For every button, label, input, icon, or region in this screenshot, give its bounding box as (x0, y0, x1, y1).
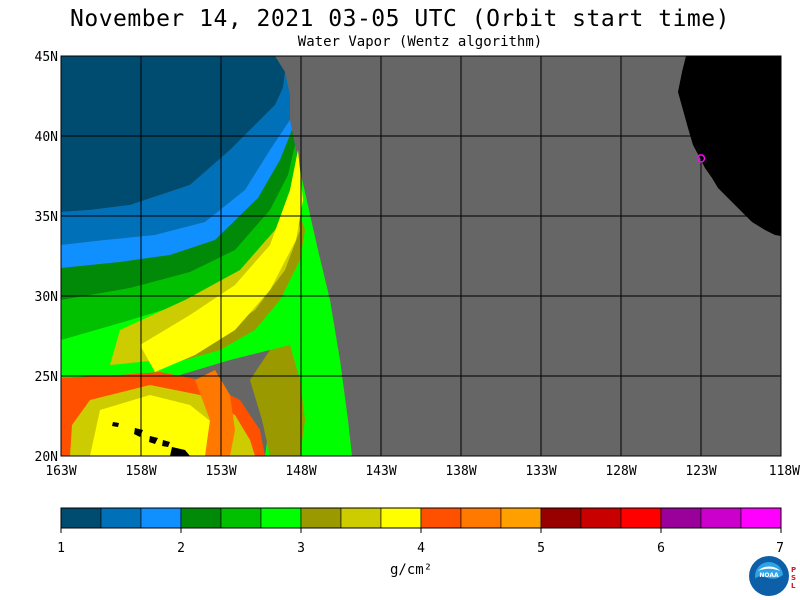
latitude-tick-label: 35N (35, 210, 58, 225)
map-frame (60, 55, 782, 457)
colorbar-tick-label: 7 (776, 541, 784, 556)
longitude-tick-label: 158W (125, 464, 156, 479)
colorbar-swatch (540, 507, 582, 529)
colorbar-unit-label: g/cm² (390, 562, 433, 578)
station-czd-marker: CZD (696, 144, 729, 163)
colorbar (60, 507, 782, 529)
swath-band-4 (61, 130, 295, 300)
longitude-tick-label: 153W (205, 464, 236, 479)
colorbar-tick-label: 3 (297, 541, 305, 556)
swath-band-2 (61, 72, 290, 245)
colorbar-swatch (500, 507, 542, 529)
map-title: November 14, 2021 03-05 UTC (Orbit start… (70, 6, 730, 32)
colorbar-tick-label: 1 (57, 541, 65, 556)
longitude-tick-labels: 163W 158W 153W 148W 143W 138W 133W 128W 123W 118W (45, 464, 800, 479)
swath-band-1 (61, 56, 285, 212)
longitude-tick-label: 138W (445, 464, 476, 479)
swath-band-14 (250, 345, 305, 456)
colorbar-tick-labels: 1 2 3 4 5 6 7 (57, 528, 784, 556)
longitude-tick-label: 123W (685, 464, 716, 479)
colorbar-swatch (180, 507, 222, 529)
colorbar-swatch (220, 507, 262, 529)
latitude-tick-label: 30N (35, 290, 58, 305)
swath-band-5 (61, 145, 300, 340)
latitude-tick-label: 45N (35, 50, 58, 65)
longitude-tick-label: 118W (769, 464, 800, 479)
colorbar-tick-label: 4 (417, 541, 425, 556)
longitude-tick-label: 163W (45, 464, 76, 479)
land-north-america (678, 56, 781, 236)
colorbar-tick-label: 5 (537, 541, 545, 556)
colorbar-swatch (740, 507, 782, 529)
swath-band-8 (110, 200, 300, 365)
noaa-logo: NOAA (749, 556, 789, 596)
colorbar-swatch (580, 507, 622, 529)
hawaii-island (162, 440, 170, 447)
colorbar-swatch (620, 507, 662, 529)
latitude-tick-label: 20N (35, 450, 58, 465)
colorbar-swatch (700, 507, 742, 529)
colorbar-tick-label: 2 (177, 541, 185, 556)
latitude-tick-label: 40N (35, 130, 58, 145)
latitude-tick-labels: 45N 40N 35N 30N 25N 20N (35, 50, 58, 465)
colorbar-swatch (300, 507, 342, 529)
hawaii-island (149, 436, 158, 444)
hawaii-island (112, 422, 119, 427)
swath-band-13 (195, 370, 235, 456)
colorbar-swatch (340, 507, 382, 529)
swath-band-3 (61, 120, 292, 268)
longitude-tick-label: 133W (525, 464, 556, 479)
colorbar-swatch (380, 507, 422, 529)
colorbar-swatch (460, 507, 502, 529)
swath-band-12 (90, 395, 225, 456)
latitude-tick-label: 25N (35, 370, 58, 385)
colorbar-swatch (60, 507, 102, 529)
colorbar-swatch (260, 507, 302, 529)
noaa-logo-text: NOAA (759, 572, 779, 579)
longitude-tick-label: 143W (365, 464, 396, 479)
colorbar-swatch (100, 507, 142, 529)
station-label: CZD (705, 144, 729, 159)
colorbar-swatch (660, 507, 702, 529)
longitude-tick-label: 128W (605, 464, 636, 479)
hawaii-island (170, 447, 190, 456)
colorbar-tick-label: 6 (657, 541, 665, 556)
colorbar-swatch (140, 507, 182, 529)
map-subtitle: Water Vapor (Wentz algorithm) (297, 34, 543, 50)
longitude-tick-label: 148W (285, 464, 316, 479)
colorbar-swatch (420, 507, 462, 529)
